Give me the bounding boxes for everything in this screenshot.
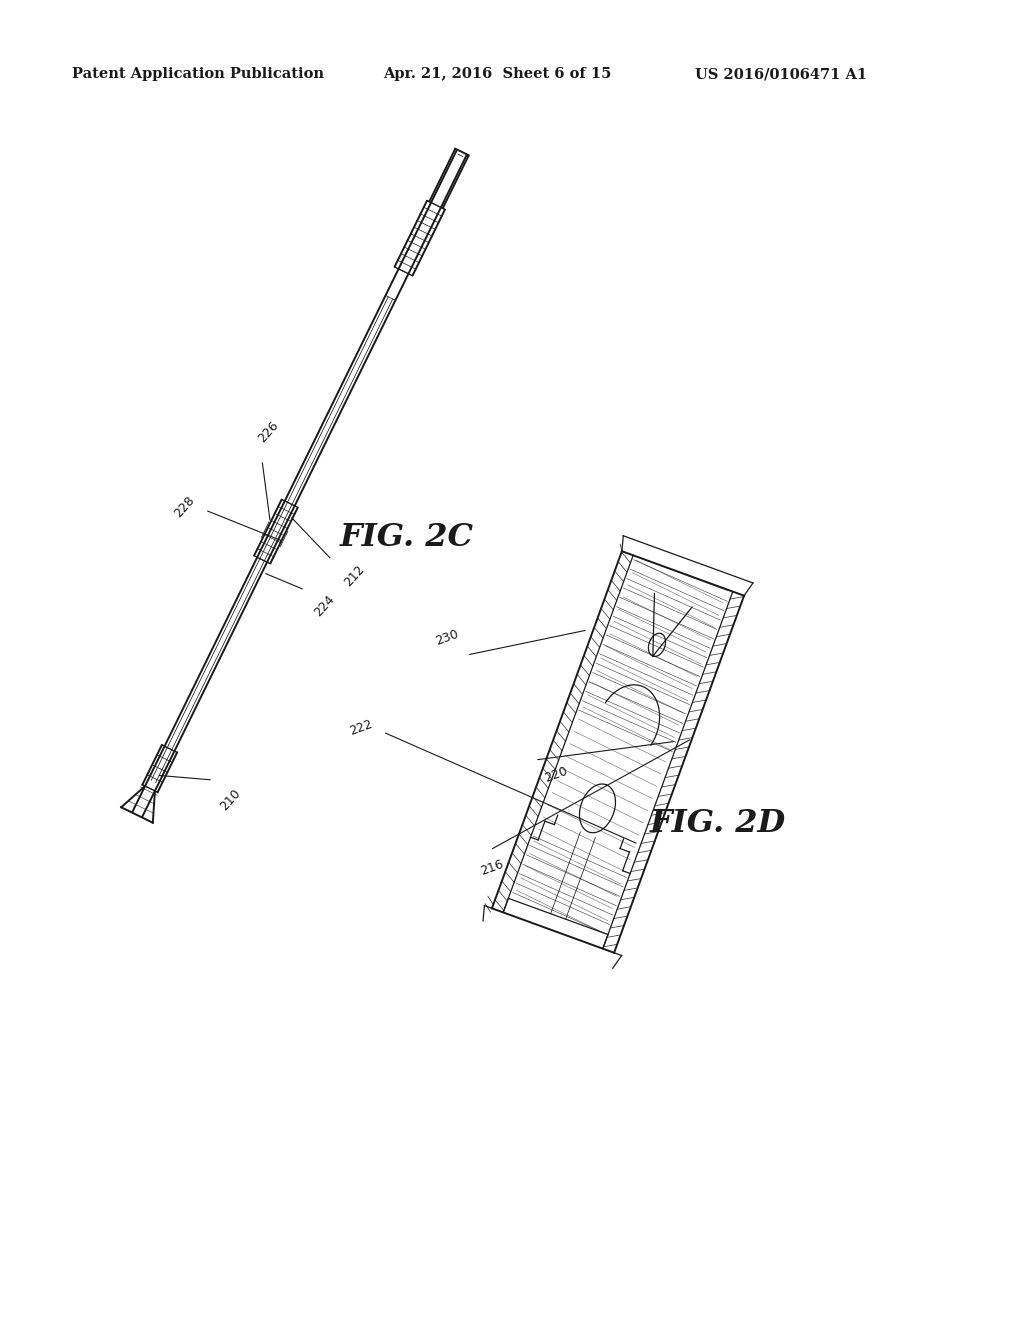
- Text: FIG. 2D: FIG. 2D: [650, 808, 786, 838]
- Text: Apr. 21, 2016  Sheet 6 of 15: Apr. 21, 2016 Sheet 6 of 15: [383, 67, 611, 81]
- Text: Patent Application Publication: Patent Application Publication: [72, 67, 324, 81]
- Text: US 2016/0106471 A1: US 2016/0106471 A1: [695, 67, 867, 81]
- Text: 222: 222: [347, 718, 374, 738]
- Text: 224: 224: [312, 593, 338, 619]
- Text: 220: 220: [543, 764, 569, 784]
- Text: 226: 226: [255, 418, 281, 445]
- Text: 228: 228: [171, 494, 197, 520]
- Text: 212: 212: [342, 564, 368, 589]
- Text: FIG. 2C: FIG. 2C: [340, 521, 474, 553]
- Text: 210: 210: [218, 787, 244, 813]
- Text: 230: 230: [433, 628, 460, 648]
- Text: 216: 216: [478, 858, 505, 878]
